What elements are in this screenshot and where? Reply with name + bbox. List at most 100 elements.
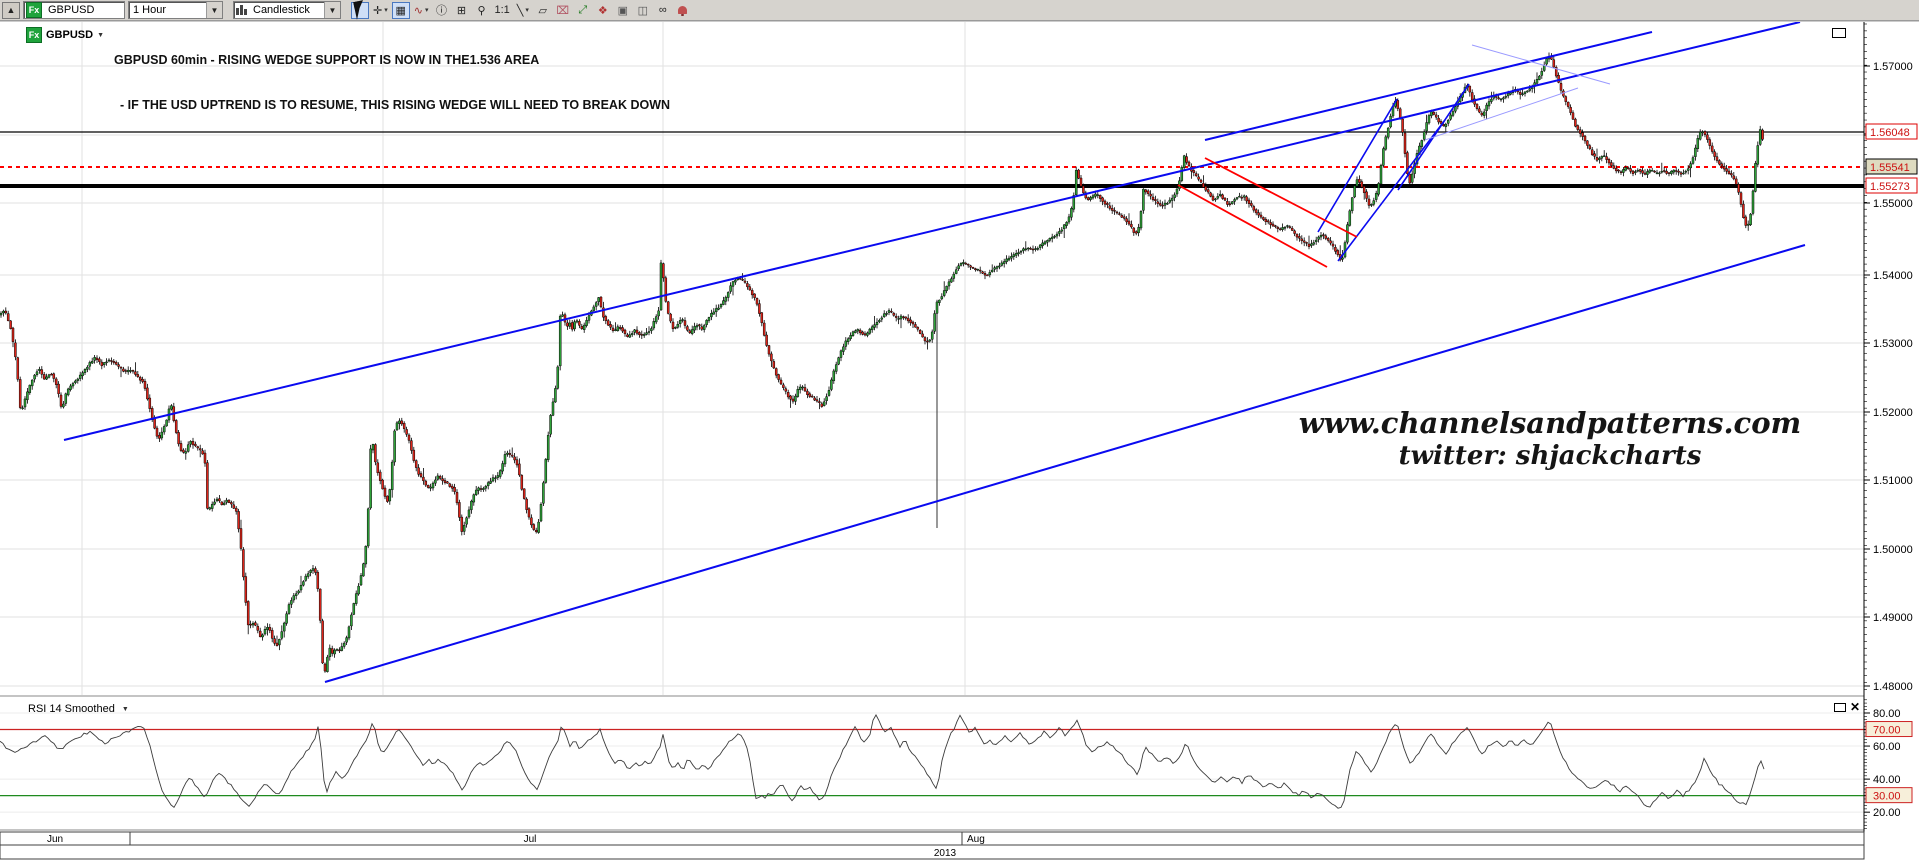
rsi-maximize-button[interactable] (1834, 702, 1846, 712)
trendline-steep-channel1-left (1317, 98, 1398, 233)
chevron-down-icon[interactable]: ▼ (206, 2, 222, 18)
pattern-icon: ❖ (597, 4, 608, 17)
crosshair-tool-button[interactable]: ✛ ▾ (371, 2, 390, 19)
gridlines (0, 22, 1864, 695)
chevron-down-icon[interactable]: ▼ (121, 705, 129, 713)
date-axis[interactable]: Jun Jul Aug 2013 (0, 831, 1865, 860)
svg-text:2013: 2013 (934, 848, 957, 859)
svg-text:1.56048: 1.56048 (1870, 127, 1910, 139)
link-button[interactable]: ∞ (654, 2, 672, 19)
pane-symbol-label: GBPUSD (46, 29, 94, 41)
clear-drawings-button[interactable]: ⌧ (554, 2, 572, 19)
watermark: www.channelsandpatterns.com twitter: shj… (1290, 406, 1810, 472)
down-candles (4, 55, 1764, 672)
info-button[interactable]: ⓘ (432, 2, 450, 19)
up-candles (0, 56, 1762, 673)
chevron-down-icon[interactable]: ▾ (525, 7, 529, 14)
crosshair-icon: ✛ (373, 4, 383, 17)
link-icon: ∞ (658, 4, 667, 16)
rsi-line (0, 714, 1765, 809)
chart-annotation-line2: - IF THE USD UPTREND IS TO RESUME, THIS … (120, 98, 671, 112)
candles-layer (0, 52, 1764, 673)
clear-icon: ⌧ (556, 4, 570, 17)
svg-text:Jun: Jun (47, 834, 63, 845)
measure-button[interactable]: ⤢ (574, 2, 592, 19)
alert-button[interactable] (674, 2, 692, 19)
svg-text:1.55273: 1.55273 (1870, 181, 1910, 193)
trendline-wedge-upper (1204, 31, 1653, 141)
chevron-down-icon[interactable]: ▼ (324, 2, 340, 18)
svg-text:1.57000: 1.57000 (1873, 61, 1913, 73)
indicator-tool-button[interactable]: ∿ ▾ (412, 2, 431, 19)
rsi-label-text: RSI 14 Smoothed (28, 703, 115, 715)
watermark-twitter: twitter: shjackcharts (1398, 441, 1702, 471)
svg-text:1.49000: 1.49000 (1873, 612, 1913, 624)
svg-text:40.00: 40.00 (1873, 774, 1901, 786)
toolbar: ▲ Fx GBPUSD 1 Hour ▼ Candlestick ▼ ✛ ▾ ▦ ∿ ▾… (0, 0, 1919, 21)
one-to-one-icon: 1:1 (494, 4, 510, 16)
chart-annotation-title: GBPUSD 60min - RISING WEDGE SUPPORT IS N… (114, 23, 670, 143)
trendlines-layer (63, 22, 1806, 683)
price-marker-1.55541 (1865, 158, 1918, 175)
price-marker-1.55273 (1865, 177, 1918, 194)
wave-icon: ∿ (413, 4, 423, 17)
magnifier-icon: ⚲ (477, 4, 486, 17)
watermark-site: www.channelsandpatterns.com (1298, 406, 1802, 440)
trendline-channel-support (324, 244, 1806, 683)
trendline-falling-channel-upper (1204, 157, 1358, 238)
svg-text:60.00: 60.00 (1873, 741, 1901, 753)
bell-icon (678, 6, 688, 16)
zoom-button[interactable]: ⚲ (472, 2, 490, 19)
trendline-rising-wedge-support (63, 22, 1801, 441)
candlestick-icon (236, 5, 247, 15)
chevron-down-icon[interactable]: ▾ (384, 7, 388, 14)
eraser-button[interactable]: ▱ (534, 2, 552, 19)
rsi-pane-controls: ✕ (1834, 700, 1861, 714)
svg-text:Jul: Jul (524, 834, 537, 845)
cursor-icon (353, 0, 367, 20)
rsi-close-button[interactable]: ✕ (1850, 700, 1861, 714)
symbol-input[interactable]: Fx GBPUSD (23, 1, 125, 19)
price-axis[interactable]: 1.570001.560001.550001.540001.530001.520… (1863, 22, 1918, 859)
add-box-icon: ⊞ (456, 4, 467, 17)
pattern-button[interactable]: ❖ (594, 2, 612, 19)
measure-icon: ⤢ (578, 3, 588, 16)
line-tool-button[interactable]: ╲ ▾ (514, 2, 532, 19)
price-marker-1.56048 (1865, 123, 1918, 140)
fx-icon: Fx (26, 2, 42, 18)
interval-value: 1 Hour (133, 4, 167, 16)
chart-image2-icon: ◫ (637, 4, 648, 17)
snapshot2-button[interactable]: ◫ (634, 2, 652, 19)
rsi-pane (0, 712, 1864, 813)
svg-text:20.00: 20.00 (1873, 807, 1901, 819)
trendline-minor-decline-line (1471, 44, 1611, 85)
one-to-one-button[interactable]: 1:1 (492, 2, 511, 19)
svg-text:80.00: 80.00 (1873, 708, 1901, 720)
trendline-minor-channel-lower (1424, 87, 1579, 141)
pane-maximize-button[interactable] (1832, 28, 1846, 38)
pane-symbol-tab[interactable]: Fx GBPUSD ▼ (24, 27, 104, 43)
chart-type-select[interactable]: Candlestick ▼ (233, 1, 341, 19)
chevron-down-icon[interactable]: ▾ (424, 7, 429, 14)
svg-text:70.00: 70.00 (1873, 725, 1901, 737)
collapse-icon: ▲ (6, 5, 16, 15)
trendline-steep-channel1-right (1337, 119, 1446, 262)
collapse-toolbar-button[interactable]: ▲ (2, 1, 20, 19)
interval-select[interactable]: 1 Hour ▼ (128, 1, 223, 19)
snapshot-button[interactable]: ▣ (614, 2, 632, 19)
chevron-down-icon[interactable]: ▼ (97, 31, 104, 39)
trendline-falling-channel-lower (1177, 184, 1328, 268)
svg-text:Aug: Aug (967, 834, 985, 845)
grid-toggle-button[interactable]: ▦ (391, 1, 410, 19)
chart-annotation-line1: GBPUSD 60min - RISING WEDGE SUPPORT IS N… (114, 53, 540, 67)
svg-text:1.52000: 1.52000 (1873, 407, 1913, 419)
cursor-tool-button[interactable] (351, 0, 369, 20)
svg-text:1.50000: 1.50000 (1873, 544, 1913, 556)
rsi-indicator-label[interactable]: RSI 14 Smoothed ▼ (28, 703, 129, 715)
rsi-level-badge (1865, 721, 1913, 738)
svg-text:1.53000: 1.53000 (1873, 338, 1913, 350)
add-label-button[interactable]: ⊞ (452, 2, 470, 19)
chart-image-icon: ▣ (617, 4, 628, 17)
